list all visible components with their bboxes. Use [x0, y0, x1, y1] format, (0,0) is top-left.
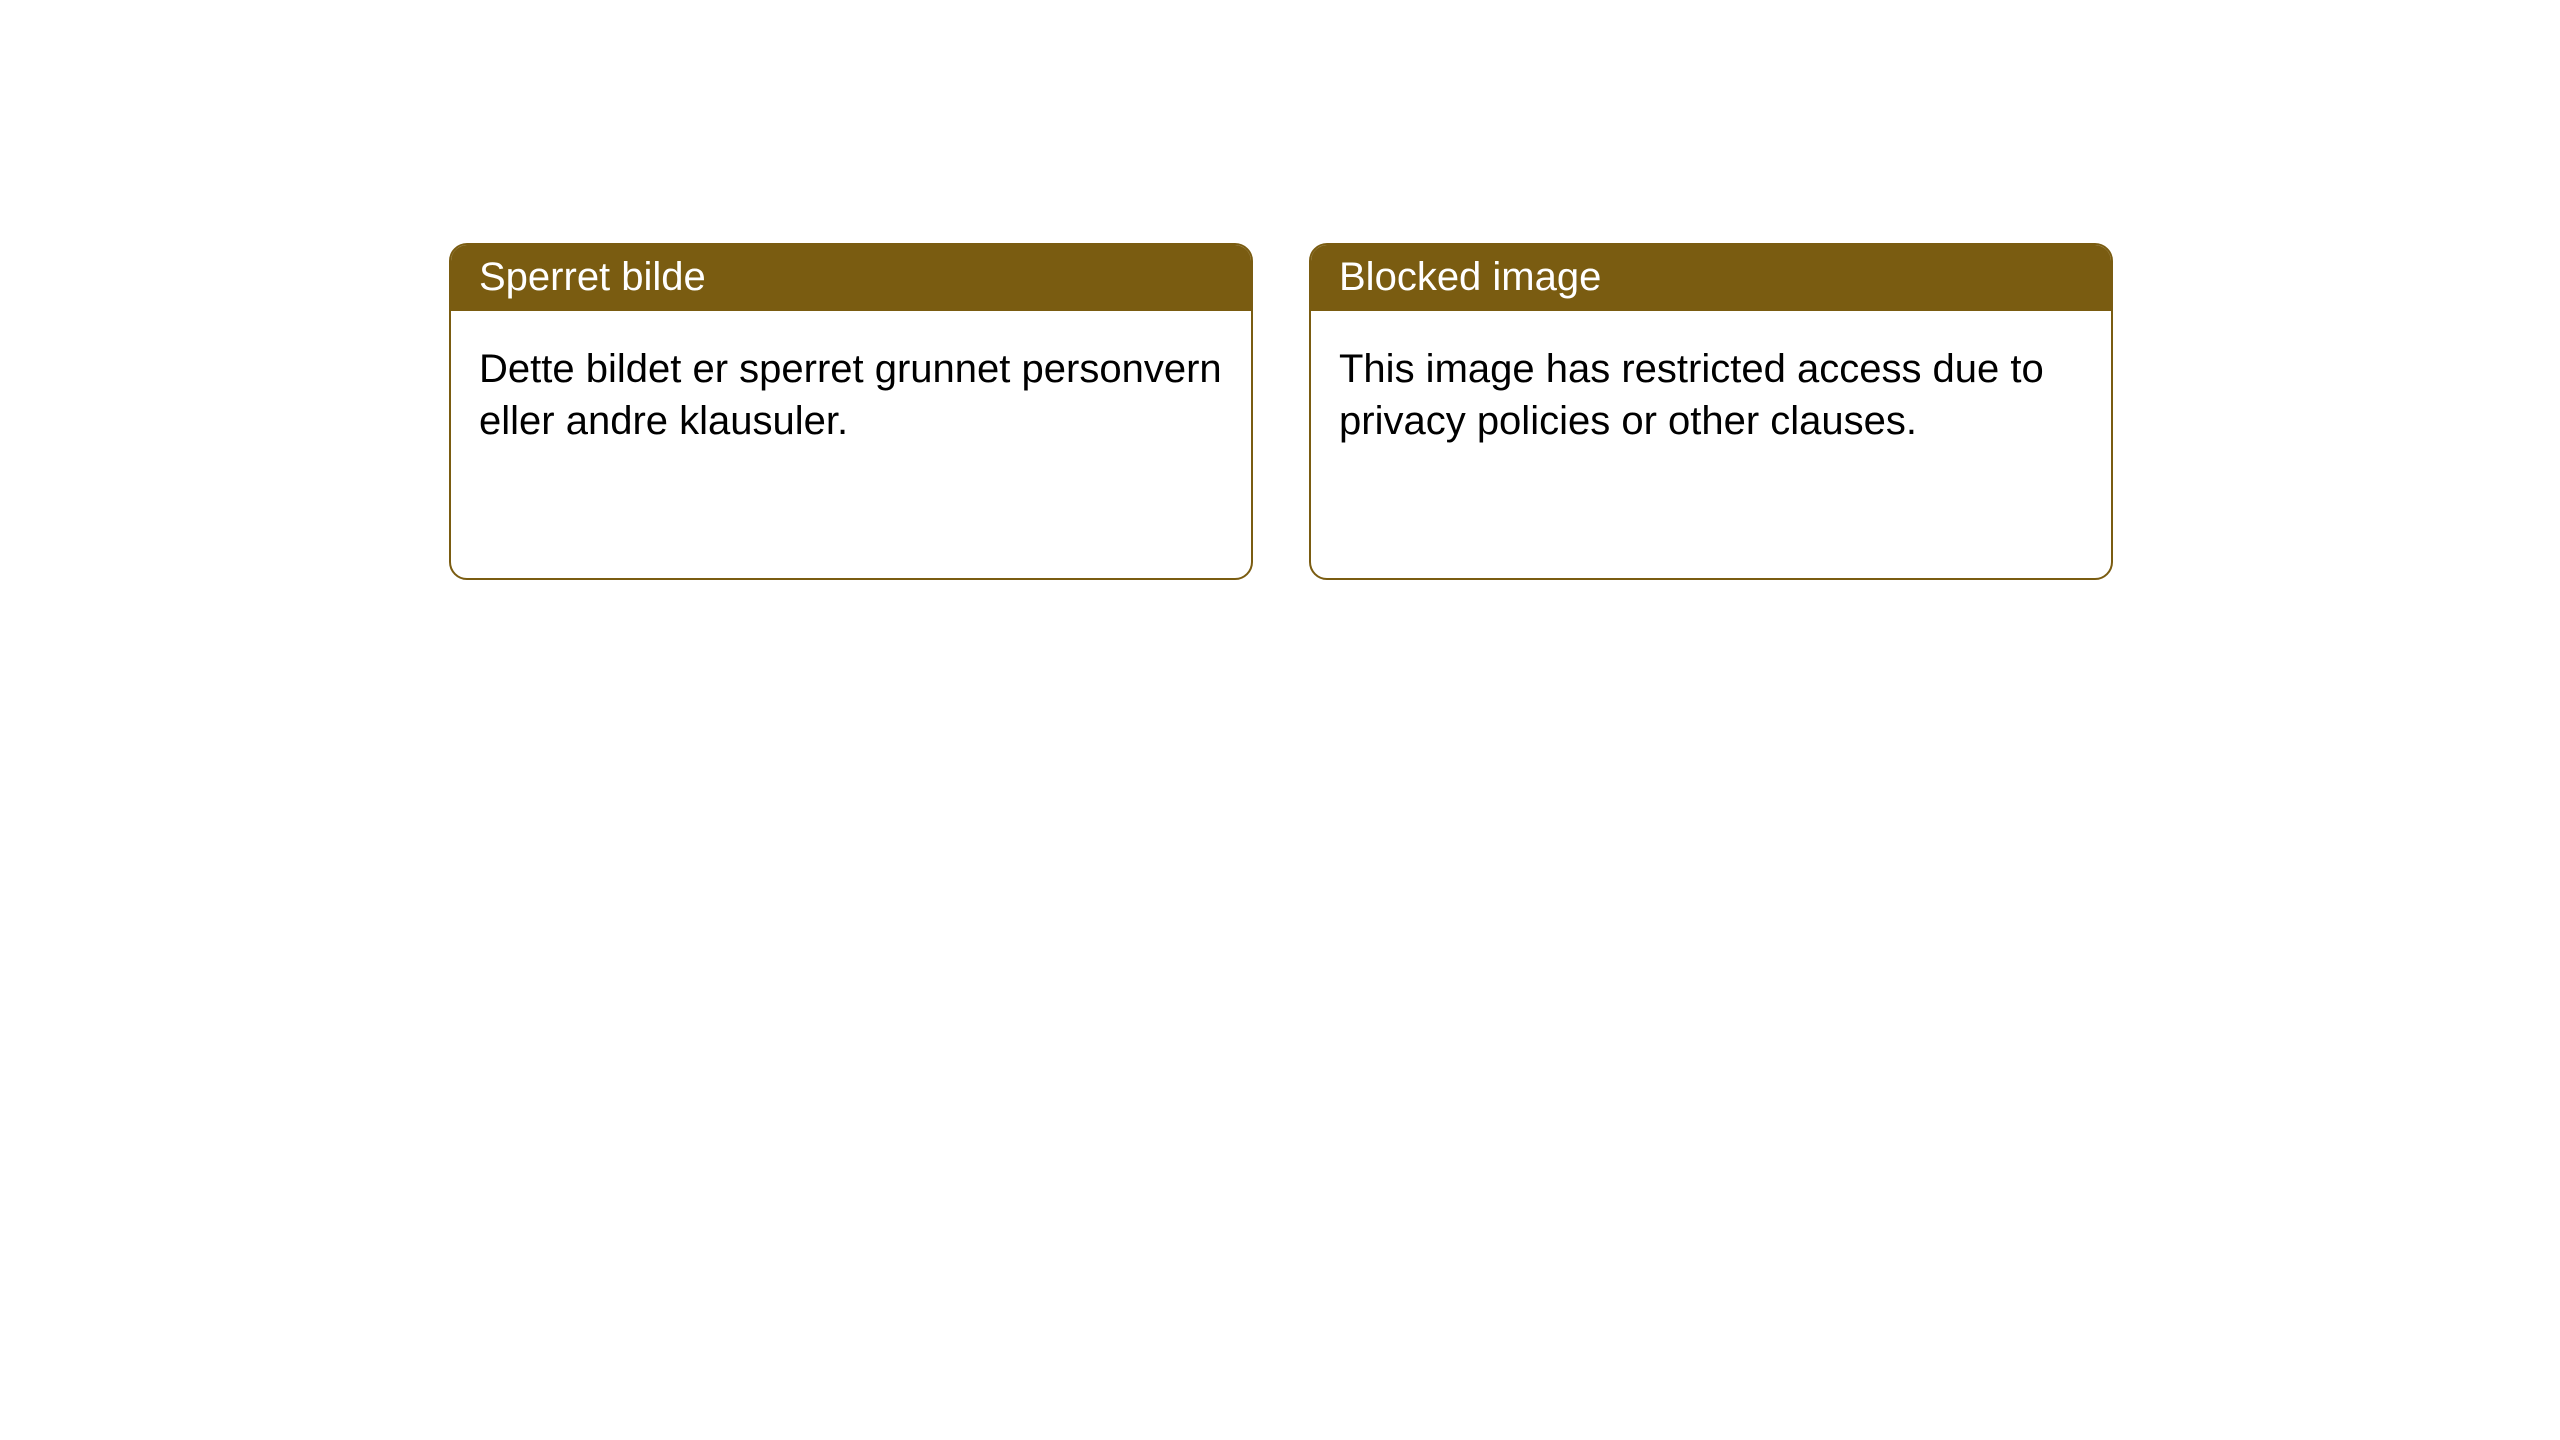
- card-body-text: Dette bildet er sperret grunnet personve…: [479, 347, 1222, 443]
- card-body: This image has restricted access due to …: [1311, 311, 2111, 479]
- blocked-image-card-no: Sperret bilde Dette bildet er sperret gr…: [449, 243, 1253, 580]
- card-header: Sperret bilde: [451, 245, 1251, 311]
- card-container: Sperret bilde Dette bildet er sperret gr…: [449, 243, 2113, 580]
- card-body: Dette bildet er sperret grunnet personve…: [451, 311, 1251, 479]
- card-title: Sperret bilde: [479, 255, 706, 299]
- card-title: Blocked image: [1339, 255, 1601, 299]
- card-body-text: This image has restricted access due to …: [1339, 347, 2044, 443]
- card-header: Blocked image: [1311, 245, 2111, 311]
- blocked-image-card-en: Blocked image This image has restricted …: [1309, 243, 2113, 580]
